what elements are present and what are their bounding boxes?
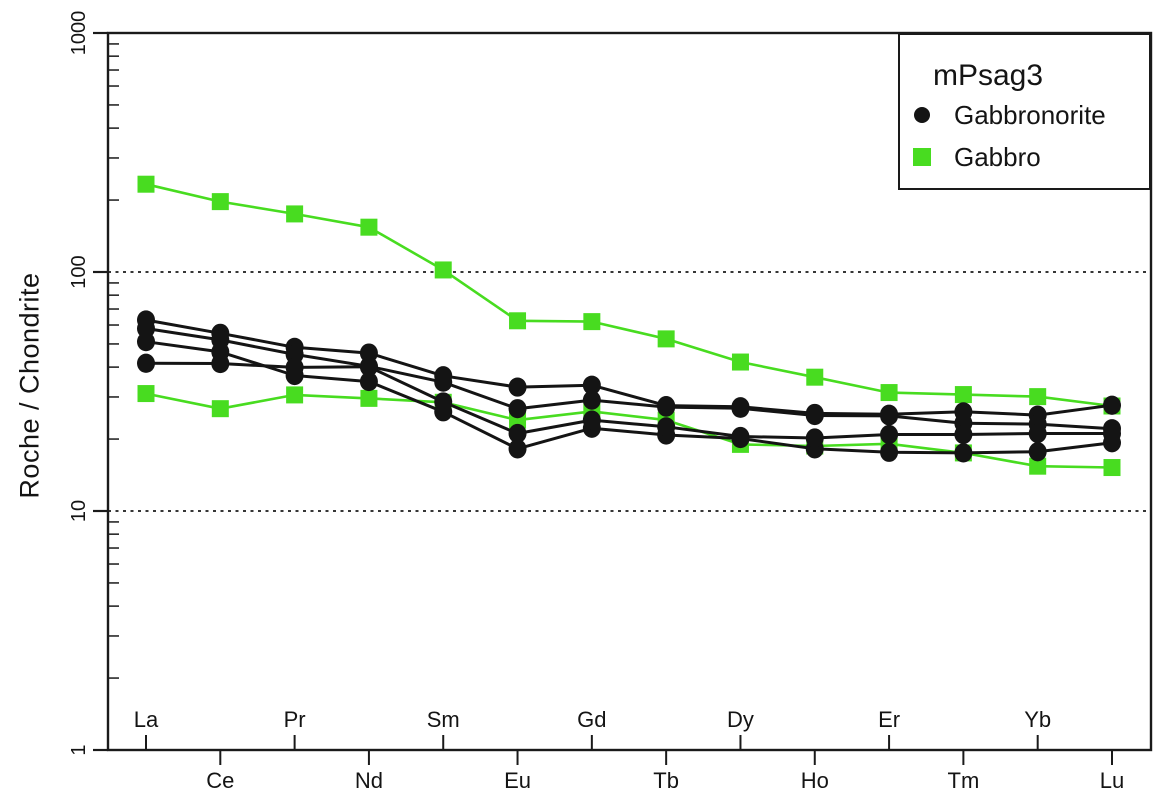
data-point-square — [286, 386, 304, 404]
data-point-circle — [508, 377, 527, 397]
data-point-circle — [954, 443, 973, 463]
data-point-circle — [1103, 395, 1121, 415]
data-point-circle — [137, 353, 155, 373]
data-point-square — [434, 261, 452, 279]
y-tick-label: 1 — [68, 744, 90, 755]
data-point-square — [360, 218, 378, 236]
y-tick-label: 100 — [68, 255, 90, 288]
data-point-square — [286, 205, 304, 223]
x-tick-label-Gd: Gd — [577, 707, 606, 732]
data-point-circle — [582, 375, 601, 395]
data-point-circle — [657, 397, 676, 417]
y-tick-label: 10 — [68, 500, 90, 522]
x-tick-label-Dy: Dy — [727, 707, 754, 732]
x-tick-label-Pr: Pr — [284, 707, 306, 732]
data-point-square — [1103, 459, 1121, 477]
legend-item-gabbronorite: Gabbronorite — [912, 100, 1106, 130]
data-point-circle — [359, 371, 378, 392]
x-tick-label-Sm: Sm — [427, 707, 460, 732]
data-point-square — [1029, 388, 1047, 406]
data-point-circle — [1028, 442, 1047, 462]
x-tick-label-Er: Er — [878, 707, 900, 732]
data-point-square — [657, 330, 675, 348]
legend-item-label: Gabbronorite — [954, 100, 1106, 130]
legend-title: mPsag3 — [933, 59, 1044, 92]
data-point-square — [509, 312, 527, 330]
data-point-square — [137, 385, 155, 403]
data-point-circle — [880, 424, 899, 445]
data-point-square — [211, 193, 229, 211]
data-point-circle — [582, 410, 601, 430]
data-point-square — [360, 389, 378, 407]
data-point-circle — [805, 405, 824, 426]
circle-marker-icon — [914, 107, 930, 123]
data-point-circle — [137, 318, 155, 339]
data-point-circle — [1028, 423, 1047, 444]
data-point-square — [806, 368, 824, 386]
data-point-circle — [508, 439, 527, 459]
data-point-circle — [657, 417, 676, 437]
x-tick-label-Ho: Ho — [801, 768, 829, 793]
series-line-3 — [145, 327, 1113, 431]
data-point-square — [1029, 457, 1047, 475]
x-tick-label-Tm: Tm — [948, 768, 980, 793]
data-point-circle — [880, 442, 899, 462]
data-point-circle — [805, 428, 824, 448]
data-point-square — [211, 400, 229, 418]
x-tick-label-Ce: Ce — [206, 768, 234, 793]
data-point-square — [954, 386, 972, 404]
data-point-square — [731, 353, 749, 371]
data-point-square — [880, 384, 898, 402]
series-line-4 — [145, 340, 1113, 455]
data-point-circle — [211, 353, 230, 374]
plot-border — [106, 31, 1153, 752]
data-point-circle — [285, 357, 304, 377]
x-tick-label-Lu: Lu — [1100, 768, 1124, 793]
x-tick-label-Tb: Tb — [653, 768, 679, 793]
data-point-circle — [359, 357, 378, 377]
data-point-circle — [137, 332, 155, 352]
marker-cell — [912, 148, 932, 166]
legend: mPsag3 Gabbronorite Gabbro — [898, 33, 1151, 190]
x-tick-label-La: La — [134, 707, 159, 732]
x-tick-label-Yb: Yb — [1024, 707, 1051, 732]
data-point-circle — [582, 390, 601, 410]
data-point-square — [137, 175, 155, 193]
series-line-0 — [145, 182, 1113, 408]
data-point-circle — [359, 343, 378, 363]
legend-item-gabbro: Gabbro — [912, 142, 1041, 172]
y-tick-label: 1000 — [68, 11, 90, 56]
data-point-circle — [731, 426, 750, 447]
series-line-2 — [145, 318, 1113, 417]
square-marker-icon — [913, 148, 931, 166]
data-point-square — [583, 313, 601, 331]
data-point-circle — [1103, 423, 1121, 444]
data-point-circle — [508, 399, 527, 419]
marker-cell — [912, 107, 932, 123]
data-point-circle — [880, 406, 899, 426]
legend-item-label: Gabbro — [954, 142, 1041, 172]
x-tick-label-Eu: Eu — [504, 768, 531, 793]
data-point-circle — [434, 372, 453, 392]
data-point-circle — [434, 392, 453, 412]
data-point-circle — [508, 423, 527, 444]
data-point-circle — [954, 424, 973, 445]
series-line-5 — [145, 361, 1112, 440]
data-point-circle — [731, 398, 750, 418]
x-tick-label-Nd: Nd — [355, 768, 383, 793]
